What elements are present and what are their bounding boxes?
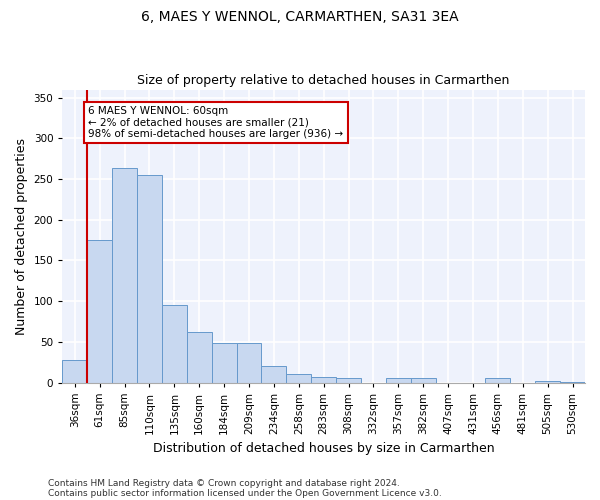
Bar: [262, 366, 286, 382]
Bar: [336, 378, 361, 382]
Bar: [62, 360, 87, 382]
Bar: [311, 377, 336, 382]
Text: Contains HM Land Registry data © Crown copyright and database right 2024.: Contains HM Land Registry data © Crown c…: [48, 478, 400, 488]
Bar: [187, 332, 212, 382]
Bar: [137, 175, 162, 382]
Bar: [386, 378, 411, 382]
Bar: [162, 305, 187, 382]
Bar: [112, 168, 137, 382]
Text: 6 MAES Y WENNOL: 60sqm
← 2% of detached houses are smaller (21)
98% of semi-deta: 6 MAES Y WENNOL: 60sqm ← 2% of detached …: [88, 106, 344, 139]
Text: Contains public sector information licensed under the Open Government Licence v3: Contains public sector information licen…: [48, 488, 442, 498]
Bar: [485, 378, 511, 382]
Text: 6, MAES Y WENNOL, CARMARTHEN, SA31 3EA: 6, MAES Y WENNOL, CARMARTHEN, SA31 3EA: [141, 10, 459, 24]
X-axis label: Distribution of detached houses by size in Carmarthen: Distribution of detached houses by size …: [153, 442, 494, 455]
Bar: [286, 374, 311, 382]
Bar: [236, 342, 262, 382]
Bar: [411, 378, 436, 382]
Y-axis label: Number of detached properties: Number of detached properties: [15, 138, 28, 334]
Bar: [212, 342, 236, 382]
Bar: [87, 240, 112, 382]
Title: Size of property relative to detached houses in Carmarthen: Size of property relative to detached ho…: [137, 74, 510, 87]
Bar: [535, 381, 560, 382]
